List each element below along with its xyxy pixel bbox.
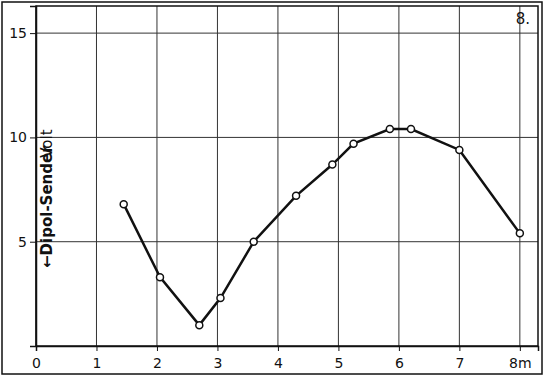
point bbox=[120, 201, 127, 208]
y-tick-label: 10 bbox=[9, 129, 27, 145]
y-tick-label: 15 bbox=[9, 25, 27, 41]
x-tick-mark bbox=[96, 346, 97, 351]
x-tick: 0 bbox=[32, 346, 41, 371]
x-tick-mark bbox=[217, 346, 218, 351]
annotation: ←Dipol-Sender bbox=[38, 145, 56, 268]
point bbox=[217, 295, 224, 302]
y-tick-label: 5 bbox=[18, 234, 27, 250]
grid-line bbox=[519, 6, 520, 346]
x-tick-mark bbox=[338, 346, 339, 351]
title: 8. bbox=[516, 10, 530, 28]
x-tick-label: 3 bbox=[213, 355, 222, 371]
data-layer bbox=[120, 126, 523, 329]
x-tick-mark bbox=[520, 346, 521, 351]
point bbox=[407, 126, 414, 133]
x-tick-label: 7 bbox=[455, 355, 464, 371]
y-axis-line bbox=[30, 7, 37, 347]
x-axis: 0 1 2 3 4 5 6 7 8m bbox=[32, 346, 538, 371]
grid bbox=[36, 6, 538, 346]
line bbox=[124, 129, 520, 325]
x-tick-mark bbox=[459, 346, 460, 351]
x-tick-label: 8m bbox=[509, 355, 532, 371]
x-tick-label: 5 bbox=[334, 355, 343, 371]
grid-line bbox=[36, 33, 538, 34]
x-tick: 3 bbox=[213, 346, 222, 371]
x-tick: 2 bbox=[153, 346, 162, 371]
grid-line bbox=[36, 241, 538, 242]
grid-line bbox=[338, 6, 339, 346]
x-tick-mark bbox=[157, 346, 158, 351]
plot-frame bbox=[36, 6, 538, 346]
x-axis-line bbox=[37, 347, 539, 352]
point bbox=[250, 238, 257, 245]
x-tick: 5 bbox=[334, 346, 343, 371]
x-tick: 4 bbox=[274, 346, 283, 371]
point bbox=[350, 140, 357, 147]
grid-line bbox=[36, 137, 538, 138]
point bbox=[156, 274, 163, 281]
y-tick: 15 bbox=[9, 25, 36, 41]
x-tick-label: 0 bbox=[32, 355, 41, 371]
grid-line bbox=[459, 6, 460, 346]
grid-line bbox=[156, 6, 157, 346]
point bbox=[293, 192, 300, 199]
point bbox=[329, 161, 336, 168]
point bbox=[196, 322, 203, 329]
x-tick-mark bbox=[278, 346, 279, 351]
y-tick: 10 bbox=[9, 129, 36, 145]
grid-line bbox=[277, 6, 278, 346]
grid-line bbox=[96, 6, 97, 346]
x-tick-label: 1 bbox=[93, 355, 102, 371]
y-tick-mark bbox=[30, 33, 36, 34]
chart: 012345678m51015Volt←Dipol-Sender8. bbox=[0, 0, 544, 376]
point bbox=[386, 126, 393, 133]
x-tick: 7 bbox=[455, 346, 464, 371]
outer-frame bbox=[2, 2, 542, 374]
y-tick-mark bbox=[30, 242, 36, 243]
x-tick-label: 6 bbox=[395, 355, 404, 371]
x-tick-mark bbox=[399, 346, 400, 351]
x-tick-label: 4 bbox=[274, 355, 283, 371]
point bbox=[456, 146, 463, 153]
x-tick: 1 bbox=[93, 346, 102, 371]
point bbox=[516, 230, 523, 237]
y-axis: 5 10 15 bbox=[9, 7, 36, 347]
x-tick-label: 2 bbox=[153, 355, 162, 371]
y-tick: 5 bbox=[18, 234, 36, 250]
grid-line bbox=[398, 6, 399, 346]
y-tick-mark bbox=[30, 137, 36, 138]
x-tick: 6 bbox=[395, 346, 404, 371]
x-tick: 8m bbox=[509, 346, 532, 371]
